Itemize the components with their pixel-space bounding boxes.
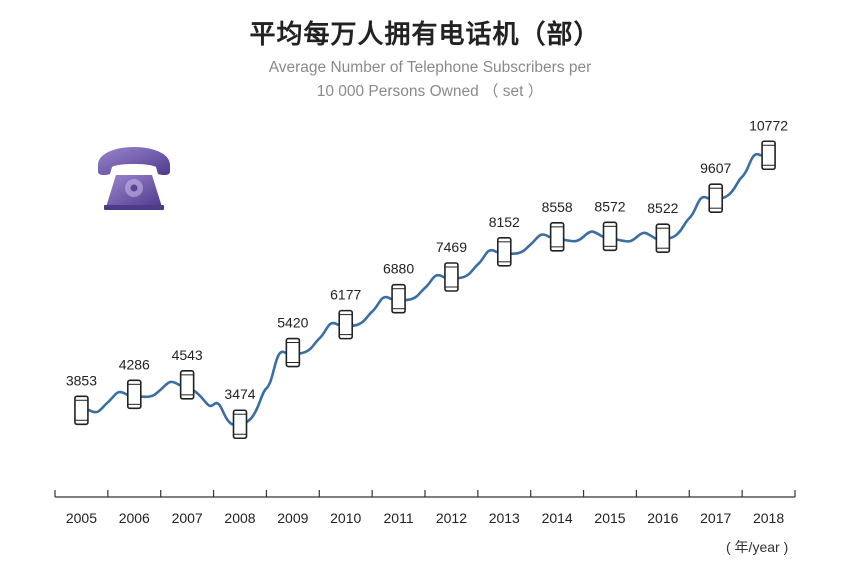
data-label: 3853	[66, 372, 97, 388]
data-point-marker	[708, 183, 724, 213]
chart-title: 平均每万人拥有电话机（部）	[249, 20, 601, 50]
data-label: 6177	[330, 287, 361, 303]
data-point-marker	[602, 221, 618, 252]
data-point-marker	[232, 409, 248, 440]
data-label: 7469	[436, 239, 467, 255]
series-line	[88, 152, 762, 426]
data-label: 4286	[119, 356, 150, 372]
data-point-marker	[126, 379, 142, 410]
data-label: 3474	[224, 386, 255, 402]
x-tick-label: 2014	[542, 510, 573, 526]
data-label: 8558	[542, 199, 573, 215]
x-axis	[54, 490, 796, 498]
x-tick-label: 2012	[436, 510, 467, 526]
data-label: 6880	[383, 261, 414, 277]
data-point-marker	[761, 140, 776, 171]
data-label: 9607	[700, 160, 731, 176]
data-point-marker	[391, 283, 406, 314]
vintage-telephone-icon	[98, 147, 170, 210]
x-tick-label: 2015	[594, 510, 625, 526]
x-axis-unit-label: ( 年/year )	[726, 539, 789, 555]
data-label: 8152	[489, 214, 520, 230]
chart-subtitle-line1: Average Number of Telephone Subscribers …	[268, 59, 592, 76]
data-point-marker	[549, 222, 565, 252]
data-point-marker	[444, 262, 459, 292]
x-tick-label: 2008	[224, 510, 255, 526]
chart-subtitle-line2: 10 000 Persons Owned （ set ）	[316, 83, 544, 100]
data-point-marker	[179, 370, 195, 400]
data-point-marker	[655, 223, 671, 253]
data-labels: 3853 4286 4543 3474 5420 6177 6880 7469 8152 8558…	[66, 117, 788, 402]
data-point-marker	[74, 395, 89, 426]
data-label: 8522	[647, 200, 678, 216]
x-tick-label: 2005	[66, 510, 97, 526]
x-tick-label: 2007	[172, 510, 203, 526]
data-label: 4543	[172, 347, 203, 363]
data-markers	[74, 140, 776, 440]
x-tick-label: 2006	[119, 510, 150, 526]
data-label: 8572	[594, 198, 625, 214]
data-point-marker	[338, 309, 354, 340]
x-tick-label: 2010	[330, 510, 361, 526]
data-point-marker	[285, 337, 301, 368]
x-tick-label: 2011	[384, 510, 414, 526]
x-tick-label: 2009	[277, 510, 308, 526]
x-tick-label: 2017	[700, 510, 731, 526]
x-tick-label: 2016	[647, 510, 678, 526]
data-label: 5420	[277, 315, 308, 331]
x-tick-label: 2018	[753, 510, 784, 526]
data-point-marker	[496, 237, 512, 267]
data-label: 10772	[749, 117, 788, 133]
x-tick-labels: 2005 2006 2007 2008 2009 2010 2011 2012 2013 2014…	[66, 510, 785, 526]
x-tick-label: 2013	[489, 510, 520, 526]
